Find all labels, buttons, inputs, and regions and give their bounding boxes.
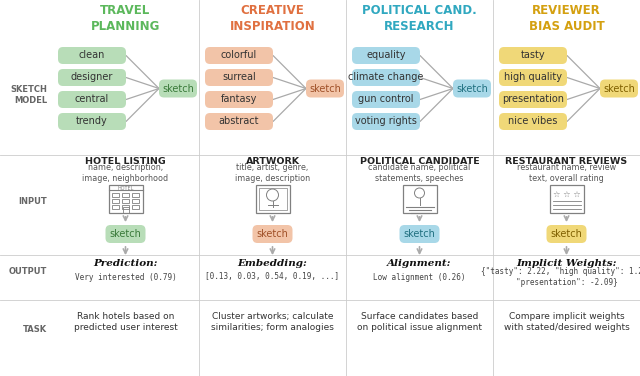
Text: OUTPUT: OUTPUT — [8, 267, 47, 276]
Text: sketch: sketch — [109, 229, 141, 239]
Text: tasty: tasty — [521, 50, 545, 61]
Text: sketch: sketch — [162, 83, 194, 94]
Text: CREATIVE
INSPIRATION: CREATIVE INSPIRATION — [230, 3, 316, 32]
FancyBboxPatch shape — [499, 47, 567, 64]
Text: {"tasty": 2.22, "high quality": 1.26,
"presentation": -2.09}: {"tasty": 2.22, "high quality": 1.26, "p… — [481, 267, 640, 287]
FancyBboxPatch shape — [205, 113, 273, 130]
Text: Surface candidates based
on political issue alignment: Surface candidates based on political is… — [357, 312, 482, 332]
FancyBboxPatch shape — [453, 79, 491, 97]
Text: sketch: sketch — [603, 83, 635, 94]
FancyBboxPatch shape — [205, 47, 273, 64]
Text: clean: clean — [79, 50, 105, 61]
Text: TRAVEL
PLANNING: TRAVEL PLANNING — [91, 3, 160, 32]
Text: abstract: abstract — [219, 117, 259, 126]
Text: restaurant name, review
text, overall rating: restaurant name, review text, overall ra… — [517, 163, 616, 183]
Text: RESTAURANT REVIEWS: RESTAURANT REVIEWS — [506, 158, 628, 167]
FancyBboxPatch shape — [499, 113, 567, 130]
FancyBboxPatch shape — [159, 79, 197, 97]
Text: sketch: sketch — [456, 83, 488, 94]
FancyBboxPatch shape — [600, 79, 638, 97]
FancyBboxPatch shape — [205, 69, 273, 86]
Text: high quality: high quality — [504, 73, 562, 82]
Text: equality: equality — [366, 50, 406, 61]
Text: TASK: TASK — [23, 326, 47, 335]
FancyBboxPatch shape — [58, 91, 126, 108]
Text: voting rights: voting rights — [355, 117, 417, 126]
Text: Alignment:: Alignment: — [387, 259, 452, 267]
Text: ☆ ☆ ☆: ☆ ☆ ☆ — [552, 191, 580, 200]
FancyBboxPatch shape — [352, 91, 420, 108]
Text: colorful: colorful — [221, 50, 257, 61]
FancyBboxPatch shape — [352, 47, 420, 64]
Text: trendy: trendy — [76, 117, 108, 126]
FancyBboxPatch shape — [253, 225, 292, 243]
Text: fantasy: fantasy — [221, 94, 257, 105]
Text: surreal: surreal — [222, 73, 256, 82]
Text: title, artist, genre,
image, description: title, artist, genre, image, description — [235, 163, 310, 183]
Text: designer: designer — [71, 73, 113, 82]
FancyBboxPatch shape — [499, 69, 567, 86]
Text: sketch: sketch — [257, 229, 289, 239]
Text: central: central — [75, 94, 109, 105]
Text: sketch: sketch — [309, 83, 341, 94]
Text: Low alignment (0.26): Low alignment (0.26) — [373, 273, 466, 282]
Text: Rank hotels based on
predicted user interest: Rank hotels based on predicted user inte… — [74, 312, 177, 332]
Text: HOTEL LISTING: HOTEL LISTING — [85, 158, 166, 167]
FancyBboxPatch shape — [547, 225, 586, 243]
FancyBboxPatch shape — [58, 69, 126, 86]
FancyBboxPatch shape — [399, 225, 440, 243]
FancyBboxPatch shape — [58, 113, 126, 130]
FancyBboxPatch shape — [499, 91, 567, 108]
FancyBboxPatch shape — [352, 69, 420, 86]
Text: Cluster artworks; calculate
similarities; form analogies: Cluster artworks; calculate similarities… — [211, 312, 334, 332]
Text: POLITICAL CAND.
RESEARCH: POLITICAL CAND. RESEARCH — [362, 3, 477, 32]
Text: HOTEL: HOTEL — [117, 185, 134, 191]
Text: [0.13, 0.03, 0.54, 0.19, ...]: [0.13, 0.03, 0.54, 0.19, ...] — [205, 273, 340, 282]
Text: Very interested (0.79): Very interested (0.79) — [75, 273, 177, 282]
Text: nice vibes: nice vibes — [508, 117, 557, 126]
Text: candidate name, political
statements, speeches: candidate name, political statements, sp… — [369, 163, 470, 183]
Text: Implicit Weights:: Implicit Weights: — [516, 259, 617, 267]
Text: REVIEWER
BIAS AUDIT: REVIEWER BIAS AUDIT — [529, 3, 604, 32]
FancyBboxPatch shape — [306, 79, 344, 97]
Text: ARTWORK: ARTWORK — [246, 158, 300, 167]
FancyBboxPatch shape — [205, 91, 273, 108]
FancyBboxPatch shape — [352, 113, 420, 130]
Text: sketch: sketch — [550, 229, 582, 239]
Text: POLITICAL CANDIDATE: POLITICAL CANDIDATE — [360, 158, 479, 167]
FancyBboxPatch shape — [106, 225, 145, 243]
Text: SKETCH
MODEL: SKETCH MODEL — [10, 85, 47, 105]
FancyBboxPatch shape — [58, 47, 126, 64]
Text: sketch: sketch — [404, 229, 435, 239]
Text: presentation: presentation — [502, 94, 564, 105]
Text: gun control: gun control — [358, 94, 413, 105]
Text: Embedding:: Embedding: — [237, 259, 307, 267]
Text: name, description,
image, neighborhood: name, description, image, neighborhood — [83, 163, 168, 183]
Text: INPUT: INPUT — [19, 197, 47, 206]
Text: climate change: climate change — [348, 73, 424, 82]
Text: Compare implicit weights
with stated/desired weights: Compare implicit weights with stated/des… — [504, 312, 629, 332]
Text: Prediction:: Prediction: — [93, 259, 157, 267]
